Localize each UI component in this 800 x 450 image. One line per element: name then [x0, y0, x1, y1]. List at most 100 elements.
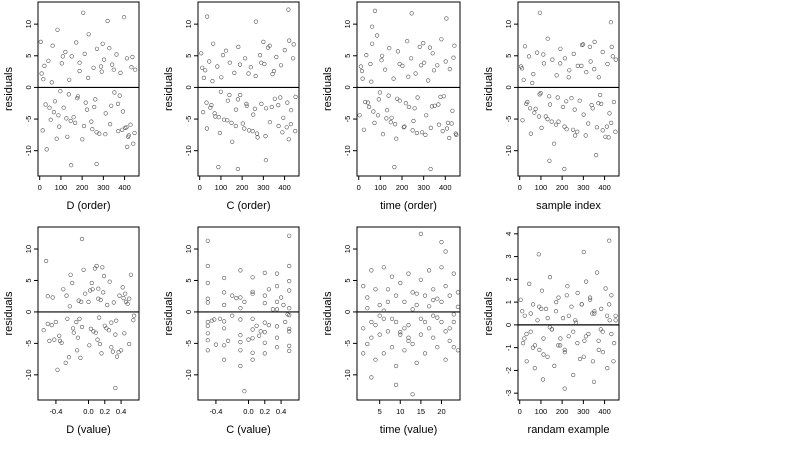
data-point: [575, 290, 580, 296]
data-point: [204, 126, 209, 131]
data-point: [414, 360, 419, 366]
data-point: [556, 119, 561, 124]
data-point: [609, 44, 614, 50]
plot-frame: [197, 226, 300, 401]
x-tick-label: 0: [518, 407, 522, 416]
data-point: [83, 100, 88, 105]
data-point: [48, 117, 53, 122]
data-point: [238, 268, 243, 273]
data-point: [203, 68, 208, 73]
data-point: [552, 363, 557, 369]
data-point: [431, 68, 437, 73]
data-point: [451, 55, 456, 60]
data-point: [592, 66, 597, 72]
data-point: [417, 44, 422, 50]
data-point: [554, 300, 559, 305]
data-point: [368, 61, 373, 67]
data-point: [383, 67, 388, 72]
residual-panel-2: 0 100 200 300 400 -10 -5 0 5 10 C (order) residuals: [163, 1, 300, 212]
data-point: [123, 291, 128, 296]
data-point: [402, 299, 407, 305]
x-tick-label: 0.4: [116, 407, 126, 416]
data-point: [583, 279, 589, 284]
plot-frame: [517, 226, 620, 401]
data-point: [364, 52, 369, 58]
data-point: [381, 351, 386, 356]
data-point: [61, 105, 66, 110]
data-point: [117, 293, 122, 298]
data-point: [47, 105, 52, 110]
data-point: [77, 316, 82, 321]
data-point: [250, 275, 255, 280]
data-point: [63, 360, 68, 366]
data-point: [402, 326, 407, 331]
data-point: [599, 101, 604, 106]
data-point: [409, 56, 414, 61]
data-point: [394, 136, 399, 141]
data-point: [212, 317, 217, 322]
data-point: [259, 101, 264, 106]
data-point: [220, 52, 226, 58]
data-point: [444, 126, 450, 131]
data-point: [71, 330, 76, 335]
residual-panel-1: 0 100 200 300 400 -10 -5 0 5 10 D (order) residuals: [3, 1, 140, 212]
data-point: [402, 124, 407, 129]
data-point: [77, 60, 82, 65]
data-point: [361, 351, 366, 356]
data-point: [414, 302, 419, 308]
data-point: [284, 125, 289, 130]
data-point: [545, 116, 550, 122]
y-tick-label: -10: [504, 145, 513, 156]
data-point: [276, 123, 281, 129]
data-point: [222, 357, 227, 362]
data-point: [74, 40, 79, 45]
data-point: [392, 165, 397, 170]
x-tick-label: 400: [118, 183, 131, 192]
data-point: [45, 294, 50, 299]
data-point: [287, 279, 292, 284]
data-point: [68, 118, 73, 124]
data-point: [391, 76, 396, 81]
data-point: [107, 121, 113, 127]
data-point: [431, 297, 436, 303]
data-point: [537, 304, 542, 309]
data-point: [381, 265, 386, 270]
data-point: [287, 329, 292, 334]
data-point: [451, 271, 456, 276]
x-tick-label: 200: [556, 183, 569, 192]
data-point: [287, 326, 292, 332]
data-point: [427, 268, 432, 273]
data-point: [605, 366, 610, 371]
data-point: [385, 299, 391, 305]
y-tick-label: -10: [24, 369, 33, 380]
data-point: [205, 331, 210, 336]
data-point: [46, 58, 51, 63]
data-point: [94, 130, 99, 135]
data-point: [592, 39, 597, 45]
data-point: [222, 290, 227, 295]
data-point: [530, 302, 536, 307]
data-point: [405, 39, 410, 44]
data-point: [238, 340, 243, 345]
data-point: [400, 63, 405, 68]
data-point: [45, 321, 50, 327]
data-point: [539, 125, 544, 130]
data-point: [120, 285, 125, 290]
data-point: [41, 328, 46, 333]
data-point: [545, 36, 550, 41]
data-point: [414, 130, 420, 136]
data-point: [288, 121, 294, 127]
data-point: [293, 94, 298, 99]
data-point: [545, 354, 550, 359]
data-point: [55, 27, 60, 32]
data-point: [242, 389, 247, 394]
data-point: [524, 331, 529, 337]
data-point: [97, 341, 102, 347]
data-point: [385, 287, 391, 292]
data-point: [229, 120, 234, 125]
data-point: [372, 120, 377, 125]
data-point: [430, 51, 435, 56]
data-point: [365, 295, 370, 300]
data-point: [105, 18, 110, 24]
data-point: [603, 134, 608, 139]
